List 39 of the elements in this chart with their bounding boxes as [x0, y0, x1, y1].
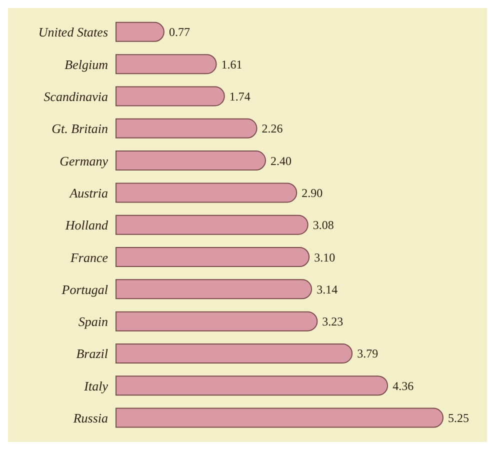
y-tick-label: Germany	[60, 153, 108, 168]
y-tick-label: Brazil	[76, 346, 108, 362]
y-tick-label: Italy	[83, 378, 108, 394]
data-label: 1.61	[221, 57, 242, 72]
bar	[116, 279, 312, 300]
bar	[116, 408, 444, 428]
data-label: 3.08	[312, 218, 334, 232]
bar	[116, 86, 225, 106]
bar	[116, 247, 310, 268]
data-label: 2.26	[262, 122, 283, 136]
y-tick-label: Holland	[64, 218, 108, 233]
y-tick-label: Spain	[78, 314, 108, 330]
y-tick-label: United States	[38, 24, 108, 40]
bar	[116, 343, 353, 364]
data-label: 3.14	[316, 282, 338, 296]
data-label: 3.79	[357, 346, 378, 361]
y-tick-label: Gt. Britain	[52, 121, 108, 136]
data-label: 3.23	[322, 314, 344, 329]
y-tick-label: Austria	[68, 185, 108, 200]
data-label: 3.10	[314, 250, 336, 264]
y-tick-label: Portugal	[60, 282, 108, 297]
bar	[116, 150, 266, 171]
bar	[116, 22, 164, 42]
data-label: 0.77	[168, 25, 190, 40]
y-tick-label: Belgium	[64, 56, 108, 72]
y-tick-label: Scandinavia	[44, 89, 108, 104]
data-label: 4.36	[392, 378, 414, 393]
y-tick-label: France	[69, 250, 108, 265]
bar	[116, 118, 258, 138]
data-label: 1.74	[229, 90, 250, 104]
bar	[116, 376, 388, 396]
data-label: 2.40	[270, 154, 292, 168]
bar	[116, 54, 217, 74]
bar	[116, 311, 318, 332]
y-tick-label: Russia	[72, 410, 108, 426]
bar	[116, 182, 298, 203]
data-label: 2.90	[302, 186, 323, 200]
data-label: 5.25	[448, 411, 469, 426]
bar	[116, 214, 308, 235]
